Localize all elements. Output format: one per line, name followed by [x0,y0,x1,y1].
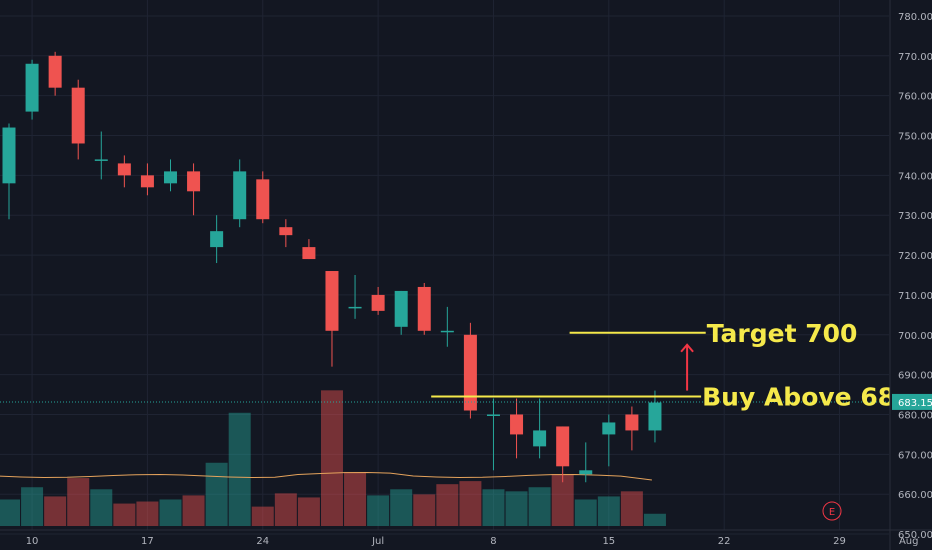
last-price-tag [892,393,932,410]
candle-body [648,402,662,431]
volume-bar [505,491,528,526]
time-tick-label: Aug [899,536,919,547]
volume-bar [528,487,551,526]
candle-body [25,63,39,112]
price-tick-label: 730.00 [898,211,932,222]
time-tick-label: Jul [371,536,384,547]
target-label: Target 700 [707,319,858,348]
time-axis[interactable]: 10 17 24 Jul 8 15 22 29 Aug [0,529,932,547]
event-marker-label: E [829,507,835,518]
price-tick-label: 650.00 [898,530,932,541]
buy-above-label: Buy Above 684 [702,383,912,412]
annotation-layer: Target 700 Buy Above 684 E [0,319,913,521]
volume-bars [0,390,666,526]
candle-body [602,422,616,435]
candle-body [187,171,201,192]
price-tick-label: 760.00 [898,92,932,103]
volume-bar [436,484,459,526]
time-tick-label: 24 [256,536,269,547]
volume-bar [297,497,320,526]
candle-body [302,247,316,260]
price-tick-label: 690.00 [898,371,932,382]
last-price-label: 683.15 [898,398,932,409]
price-tick-label: 770.00 [898,52,932,63]
candle-body [210,231,224,248]
candle-body [233,171,247,220]
time-tick-label: 15 [602,536,615,547]
volume-bar [182,495,205,526]
volume-bar [459,481,482,526]
candle-body [625,414,639,431]
candle-body [579,470,593,475]
price-axis-background [890,0,932,550]
volume-bar [390,489,413,526]
volume-bar [136,501,159,526]
price-tick-label: 720.00 [898,251,932,262]
price-tick-label: 670.00 [898,450,932,461]
candle-body [256,179,270,220]
volume-bar [367,495,390,526]
time-tick-label: 29 [833,536,846,547]
volume-bar [551,473,574,526]
candle-body [279,227,293,236]
volume-bar [0,499,20,526]
price-axis[interactable]: 650.00 660.00 670.00 680.00 690.00 700.00 710.… [889,0,932,550]
time-tick-label: 22 [718,536,731,547]
volume-bar [44,496,67,526]
volume-bar [482,489,505,526]
volume-bar [67,478,90,526]
volume-bar [228,412,251,526]
candle-body [394,290,408,327]
candle-body [163,171,177,184]
price-tick-label: 680.00 [898,410,932,421]
volume-bar [620,491,643,526]
candle-body [417,286,431,331]
volume-bar [597,496,620,526]
volume-bar [344,471,367,526]
candle-body [325,271,339,331]
candle-body [94,159,108,161]
candle-body [486,414,500,416]
price-tick-label: 780.00 [898,12,932,23]
arrow-head-icon [680,343,694,353]
candle-body [117,163,131,176]
price-tick-label: 750.00 [898,132,932,143]
time-tick-label: 10 [26,536,39,547]
candle-body [556,426,570,467]
candle-body [440,330,454,333]
event-marker-icon [822,501,842,521]
volume-bar [159,499,182,526]
volume-bar [320,390,343,526]
volume-bar [274,493,297,526]
time-tick-label: 17 [141,536,154,547]
volume-bar [113,503,136,526]
volume-bar [21,487,44,526]
volume-bar [205,462,228,526]
volume-bar [90,489,113,526]
time-tick-label: 8 [490,536,496,547]
volume-bar [574,499,597,526]
price-tick-label: 660.00 [898,490,932,501]
candle-body [2,127,16,184]
price-tick-label: 740.00 [898,171,932,182]
candle-body [140,175,154,188]
price-candles [2,51,662,483]
candle-body [48,55,62,88]
candle-body [371,294,385,311]
candle-body [510,414,524,435]
candle-body [533,430,547,447]
candle-body [463,334,477,411]
volume-bar [251,506,274,526]
price-tick-label: 710.00 [898,291,932,302]
candle-body [348,306,362,309]
volume-bar [413,494,436,526]
volume-bar [643,513,666,526]
price-tick-label: 700.00 [898,331,932,342]
volume-ma-line [0,472,652,481]
candle-body [71,87,85,144]
